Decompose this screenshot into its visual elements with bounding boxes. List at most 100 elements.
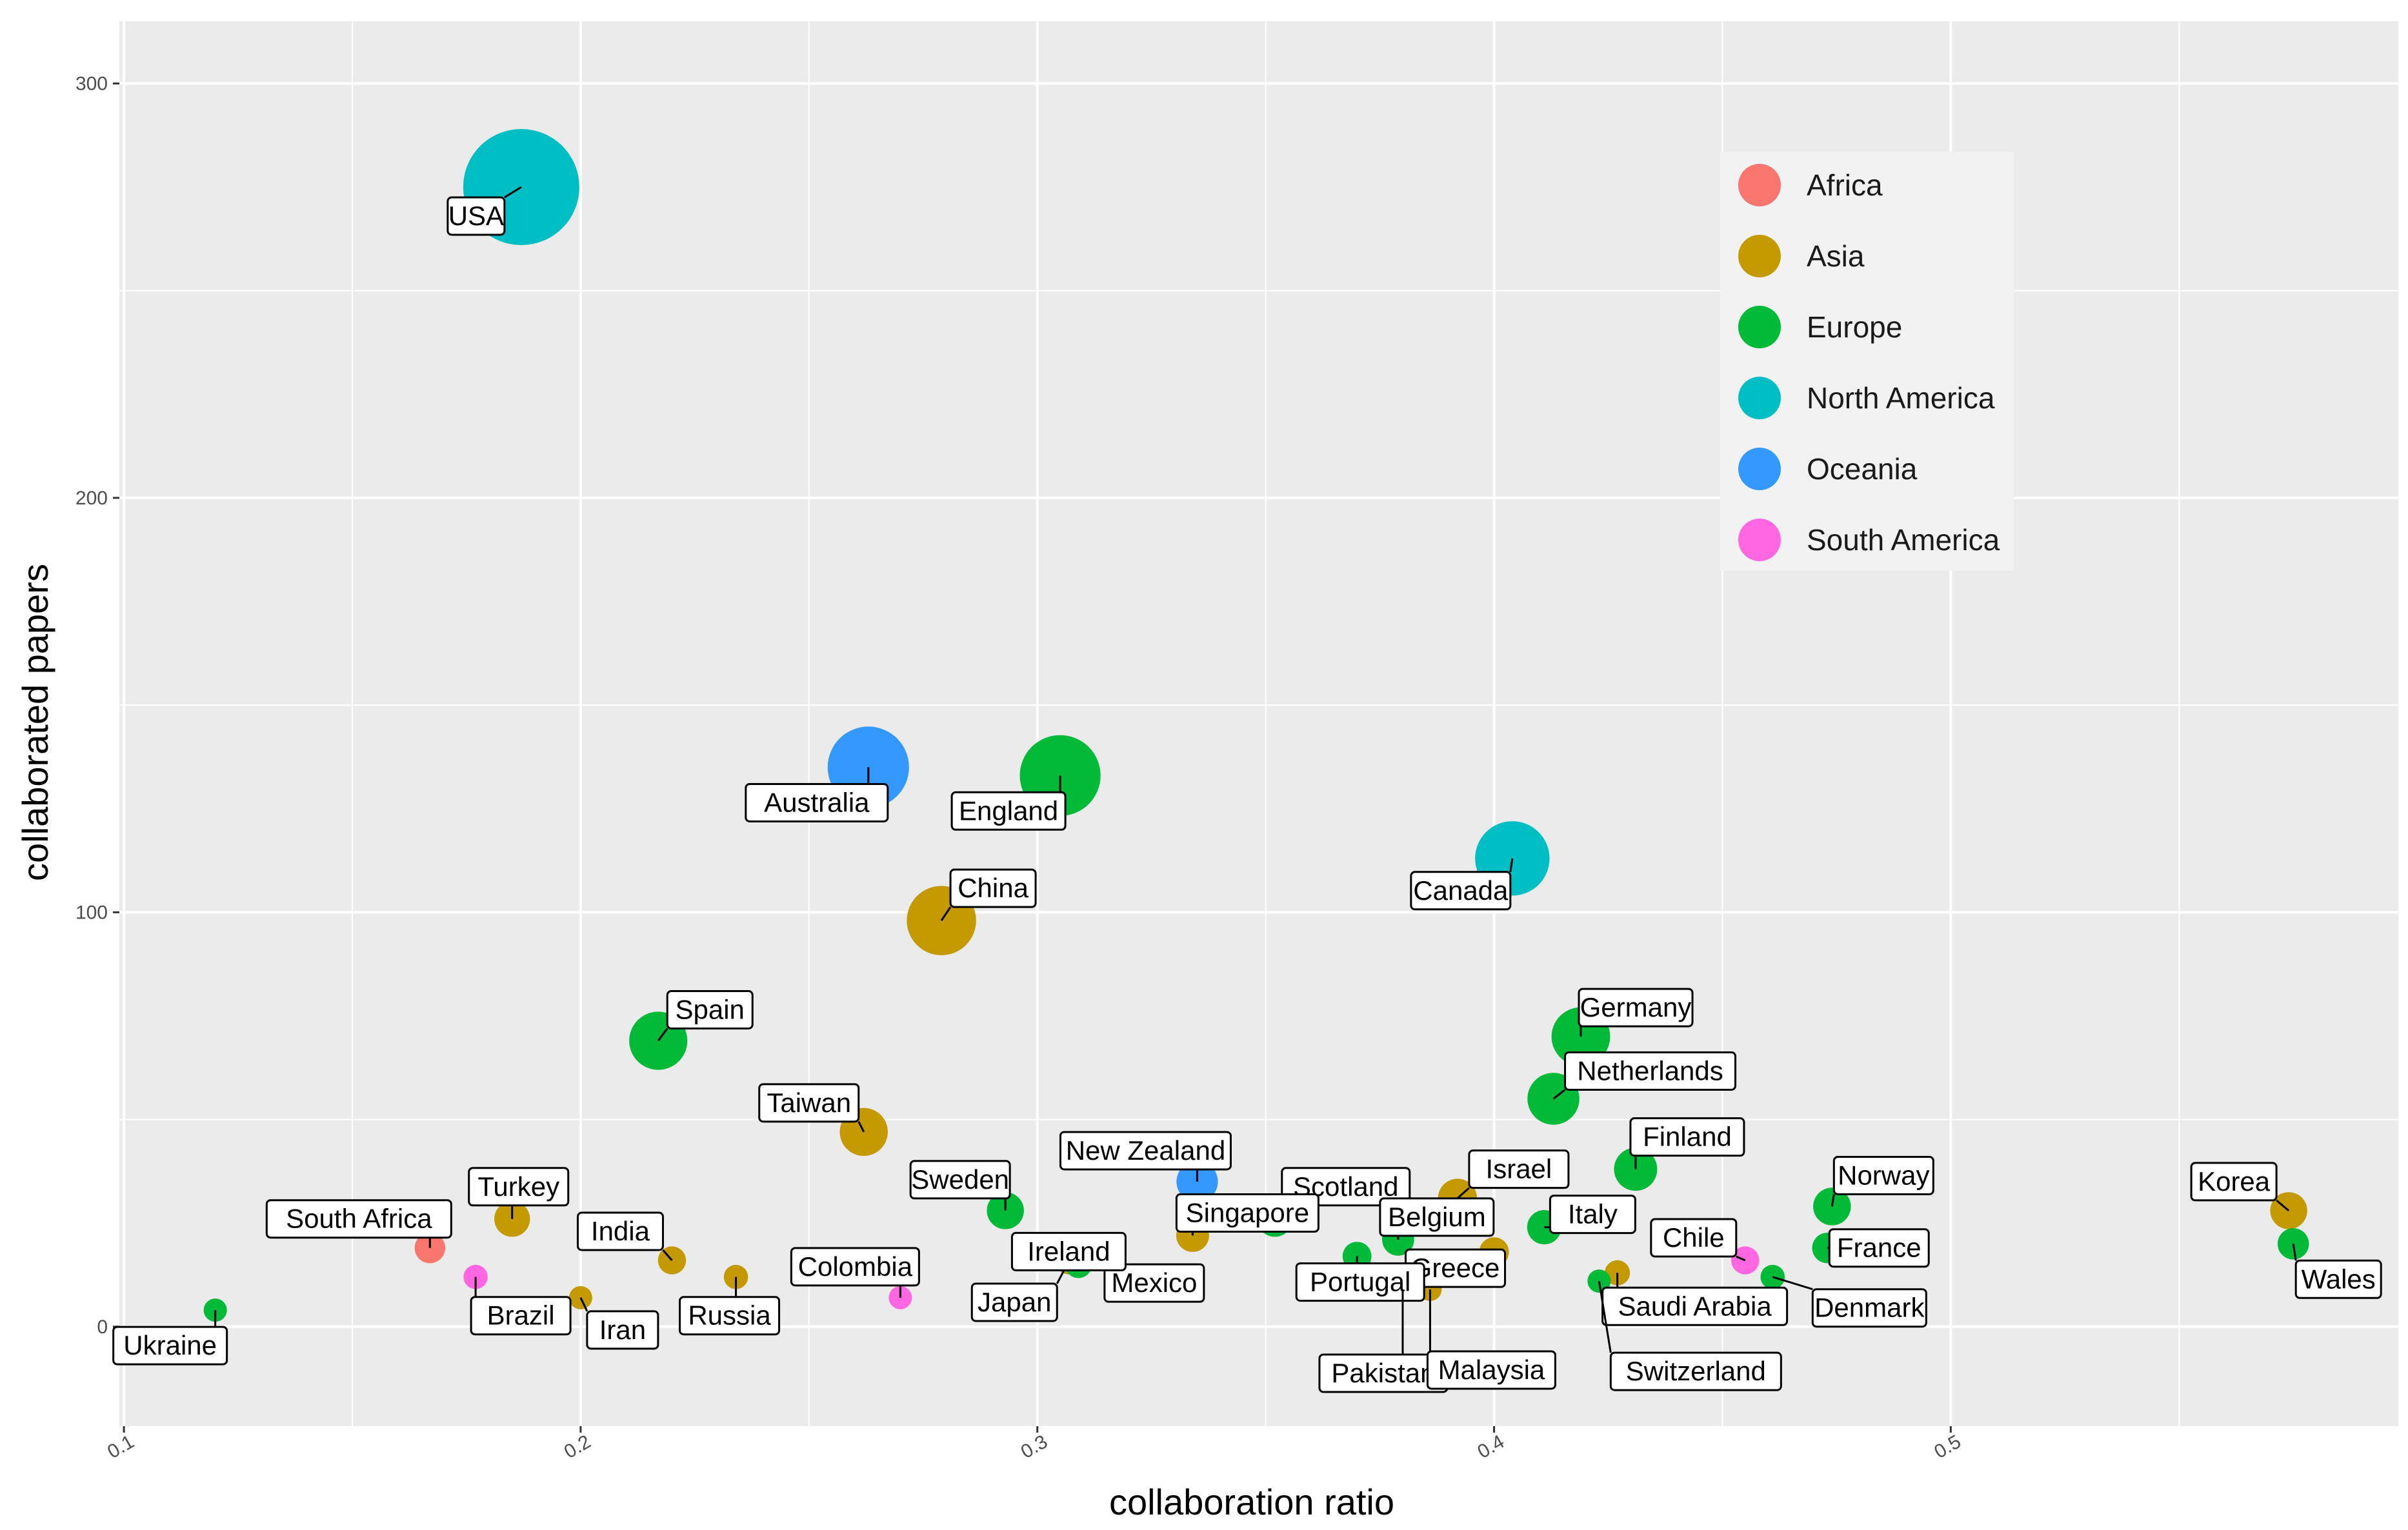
label-china: China — [940, 868, 1037, 922]
label-text: Germany — [1580, 992, 1692, 1022]
label-box — [2190, 1162, 2278, 1202]
label-wales: Wales — [2292, 1244, 2382, 1299]
label-text: Pakistan — [1331, 1358, 1435, 1388]
label-box — [1549, 1195, 1636, 1235]
label-text: Denmark — [1814, 1293, 1925, 1323]
label-iran: Iran — [579, 1297, 659, 1350]
label-box — [1103, 1263, 1205, 1303]
label-text: Wales — [2302, 1264, 2376, 1294]
label-greece: Greece — [1405, 1248, 1507, 1288]
x-tick-label: 0.3 — [1018, 1431, 1052, 1462]
legend-key — [1738, 306, 1781, 348]
label-text: Russia — [688, 1300, 771, 1331]
label-brazil: Brazil — [470, 1277, 572, 1336]
label-text: Canada — [1413, 875, 1509, 906]
label-text: USA — [448, 201, 504, 231]
label-box — [1564, 1051, 1737, 1091]
legend-label: Europe — [1807, 310, 1902, 344]
label-text: England — [959, 795, 1058, 826]
label-box — [1175, 1193, 1319, 1233]
label-text: Switzerland — [1626, 1356, 1766, 1386]
label-box — [1578, 988, 1694, 1028]
label-text: Norway — [1838, 1160, 1929, 1190]
legend-item-africa: Africa — [1738, 164, 1883, 206]
label-malaysia: Malaysia — [1426, 1289, 1556, 1390]
label-leader — [1831, 1194, 1835, 1207]
label-leader — [662, 1249, 673, 1261]
y-axis-ticks: 0 100 200 300 — [75, 73, 119, 1338]
legend-key — [1738, 377, 1781, 419]
label-box — [265, 1199, 452, 1239]
label-leader — [1736, 1255, 1746, 1262]
legend-item-north-america: North America — [1738, 377, 1995, 419]
y-tick-label: 300 — [75, 73, 108, 94]
label-leader — [657, 1028, 668, 1042]
legend: Africa Asia Europe North America Oceania Sout… — [1720, 152, 2014, 571]
label-norway: Norway — [1831, 1155, 1934, 1207]
label-box — [1410, 871, 1512, 911]
label-text: Israel — [1486, 1154, 1552, 1184]
label-netherlands: Netherlands — [1552, 1051, 1737, 1100]
legend-label: North America — [1807, 381, 1995, 415]
label-text: Portugal — [1310, 1267, 1410, 1297]
label-box — [950, 791, 1067, 831]
label-turkey: Turkey — [468, 1167, 570, 1219]
label-leader — [940, 906, 952, 922]
label-new-zealand: New Zealand — [1059, 1131, 1232, 1182]
label-saudi-arabia: Saudi Arabia — [1601, 1273, 1789, 1326]
x-tick-label: 0.5 — [1931, 1431, 1965, 1462]
label-leader — [1552, 1089, 1566, 1100]
label-text: Belgium — [1388, 1202, 1486, 1232]
label-box — [909, 1160, 1011, 1200]
label-belgium: Belgium — [1379, 1197, 1495, 1240]
label-russia: Russia — [679, 1277, 781, 1336]
label-text: Colombia — [798, 1251, 913, 1282]
label-text: Mexico — [1111, 1267, 1197, 1298]
label-australia: Australia — [745, 767, 889, 822]
label-leader — [858, 1121, 865, 1133]
label-text: Taiwan — [767, 1088, 851, 1118]
label-france: France — [1827, 1228, 1930, 1268]
label-taiwan: Taiwan — [758, 1083, 865, 1133]
label-box — [1426, 1350, 1556, 1390]
point-labels: USA Australia England Canada China Spain Germa… — [112, 186, 2382, 1393]
label-box — [1832, 1155, 1934, 1195]
label-box — [1811, 1288, 1927, 1328]
label-box — [790, 1247, 920, 1287]
label-text: New Zealand — [1066, 1135, 1225, 1166]
label-box — [470, 1296, 572, 1336]
label-colombia: Colombia — [790, 1247, 920, 1298]
label-south-africa: South Africa — [265, 1199, 452, 1248]
label-germany: Germany — [1578, 988, 1694, 1037]
label-box — [1629, 1117, 1745, 1157]
label-text: Netherlands — [1577, 1055, 1723, 1086]
label-korea: Korea — [2190, 1162, 2290, 1212]
legend-background — [1720, 152, 2014, 571]
label-text: Finland — [1643, 1122, 1732, 1152]
legend-key — [1738, 448, 1781, 490]
label-box — [1295, 1262, 1425, 1302]
label-text: South Africa — [286, 1204, 432, 1234]
point-wales — [2277, 1228, 2309, 1260]
legend-key — [1738, 519, 1781, 561]
label-text: Korea — [2198, 1166, 2271, 1197]
label-text: Ukraine — [123, 1330, 217, 1360]
label-box — [1650, 1218, 1738, 1258]
label-text: Malaysia — [1438, 1355, 1545, 1385]
legend-item-oceania: Oceania — [1738, 448, 1918, 490]
x-tick-label: 0.4 — [1474, 1431, 1508, 1462]
label-switzerland: Switzerland — [1598, 1280, 1782, 1391]
label-box — [1828, 1228, 1930, 1268]
label-text: Japan — [978, 1287, 1051, 1317]
label-box — [2294, 1259, 2382, 1299]
label-text: Chile — [1663, 1222, 1725, 1253]
label-box — [758, 1083, 860, 1123]
label-text: Saudi Arabia — [1618, 1291, 1772, 1321]
label-leader — [2276, 1199, 2290, 1212]
label-text: Sweden — [911, 1164, 1009, 1195]
label-england: England — [950, 775, 1067, 831]
label-spain: Spain — [657, 989, 754, 1042]
y-tick-label: 0 — [97, 1316, 108, 1338]
label-portugal: Portugal — [1295, 1256, 1425, 1302]
label-text: Italy — [1568, 1199, 1618, 1229]
